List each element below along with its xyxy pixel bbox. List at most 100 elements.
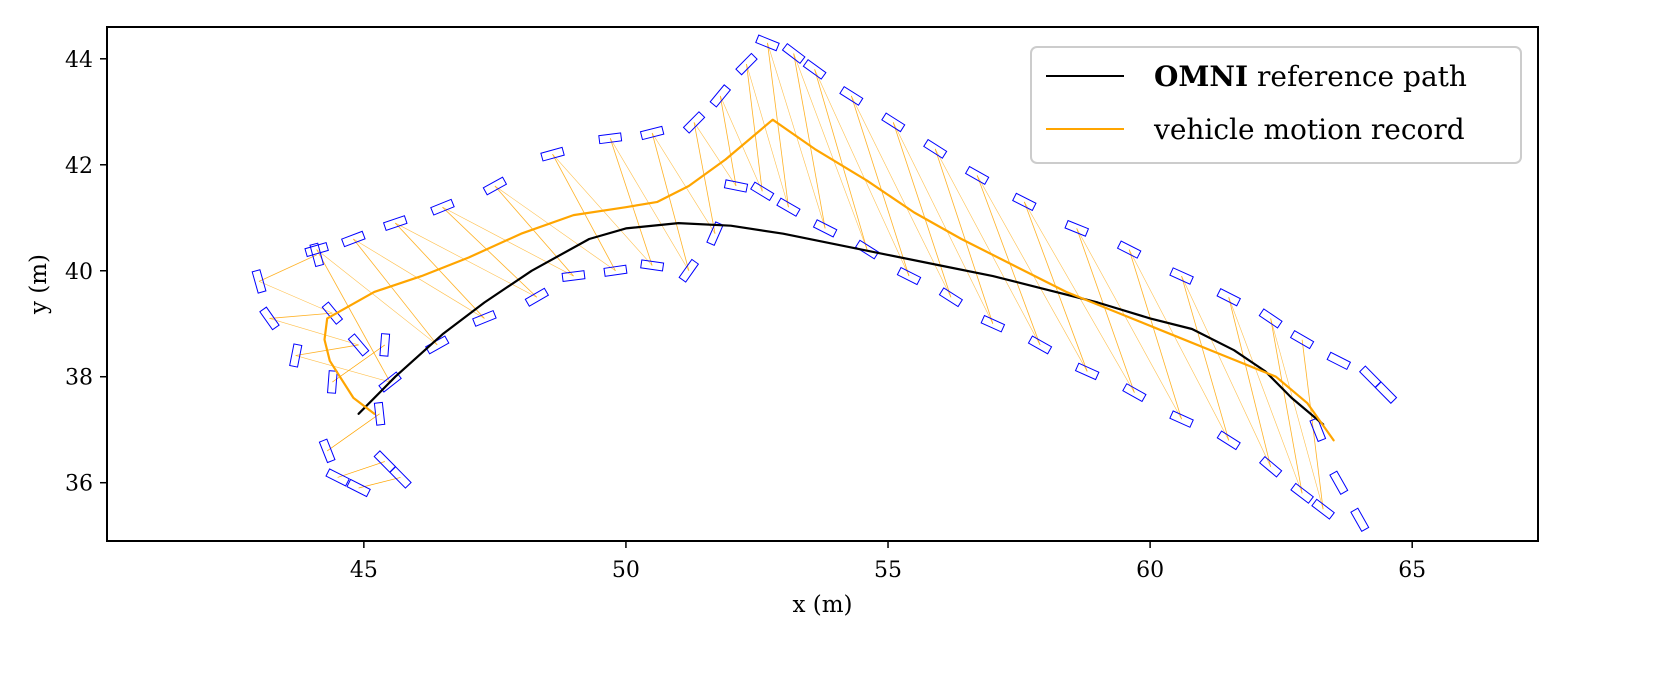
wheel-footprint [1358,365,1382,389]
series-lines [323,118,1335,442]
connection-line [442,206,538,298]
wheel-footprint [325,468,350,487]
connection-line [934,148,1041,346]
legend-entry-reference-path: OMNI reference path [1154,60,1467,93]
connection-line [693,122,716,234]
connection-line [1181,275,1271,467]
connection-line [1128,249,1230,441]
connection-line [1076,228,1182,420]
connection-line [746,64,763,192]
wheel-footprint [980,314,1006,333]
wheel-footprint [881,112,906,133]
legend-spacer [1248,60,1257,93]
legend-entry-motion-record: vehicle motion record [1153,113,1465,146]
connection-line [1301,339,1324,510]
connection-line [258,281,333,314]
wheel-footprint [1329,470,1349,495]
wheel-footprint [1309,417,1327,443]
connection-line [494,185,616,271]
wheel-footprint [472,309,497,327]
wheel-footprint [678,258,700,283]
wheel-footprint [938,287,964,308]
vehicle-footprints [251,34,1398,533]
connection-line [1228,297,1303,494]
legend-bold-label: OMNI [1154,60,1248,93]
wheel-footprint [1122,383,1147,403]
connection-line [767,42,789,208]
connection-line [719,95,737,187]
connection-line [337,461,385,478]
wheel-footprint [598,132,623,145]
wheel-footprint [346,478,371,498]
wheel-footprint [603,264,628,277]
wheel-footprint [854,239,880,260]
wheel-footprint [706,221,724,246]
connection-line [934,148,994,324]
wheel-footprint [1064,219,1090,237]
legend: OMNI reference path vehicle motion recor… [1030,46,1522,164]
x-tick-label: 50 [612,558,640,583]
wheel-footprint [1326,351,1352,371]
wheel-footprint [389,466,412,489]
connection-line [1270,318,1324,510]
wheel-footprint [309,242,325,268]
wheel-footprint [1027,335,1053,355]
x-axis-label: x (m) [792,592,852,618]
wheel-footprint [251,269,267,294]
wheel-footprint [839,85,864,106]
y-tick-label: 44 [65,48,93,73]
connection-line [1181,275,1230,441]
y-tick-label: 36 [65,472,93,497]
connection-line [693,122,737,187]
connection-line [609,138,690,271]
connection-line [746,64,789,208]
connection-line [1228,297,1272,467]
connection-line [793,53,826,229]
wheel-footprint [735,52,758,76]
wheel-footprint [723,179,749,193]
wheel-footprint [341,230,366,248]
connection-line [976,175,1041,346]
connection-line [316,249,438,346]
wheel-footprint [750,181,775,202]
x-axis-ticks: 45 50 55 60 65 [350,541,1426,583]
wheel-footprint [1258,308,1283,329]
series-motion-record [323,118,1335,442]
connection-line [850,95,910,277]
y-axis-ticks: 36 38 40 42 44 [65,48,107,497]
connection-line [269,312,333,319]
wheel-footprint [1216,430,1241,451]
wheel-footprint [347,333,370,357]
wheel-footprint [755,34,780,52]
wheel-footprint [482,176,508,196]
wheel-footprint [378,371,402,393]
x-tick-label: 60 [1136,558,1164,583]
connection-line [494,185,574,277]
connection-line [814,69,910,277]
wheel-footprint [1012,192,1037,212]
wheel-footprint [1290,482,1314,504]
connection-line [1128,249,1182,420]
connection-line [892,122,994,324]
connection-line [1270,318,1303,494]
plot-area-frame [106,26,1539,542]
wheel-footprint [1116,240,1142,259]
connection-line [892,122,952,298]
x-tick-label: 55 [874,558,902,583]
wheel-footprint [304,242,329,258]
connection-line [353,238,485,319]
connection-line [720,95,763,192]
wheel-footprint [1169,410,1194,428]
y-tick-label: 38 [65,366,93,391]
wheel-footprint [318,438,336,464]
y-tick-label: 40 [65,260,93,285]
connection-line [442,206,574,277]
connection-line [793,53,868,250]
connection-line [295,355,391,383]
connection-line [395,222,537,298]
wheel-footprint [289,343,303,368]
connection-lines [258,42,1324,510]
wheel-footprint [373,401,386,426]
wheel-footprint [540,146,565,162]
